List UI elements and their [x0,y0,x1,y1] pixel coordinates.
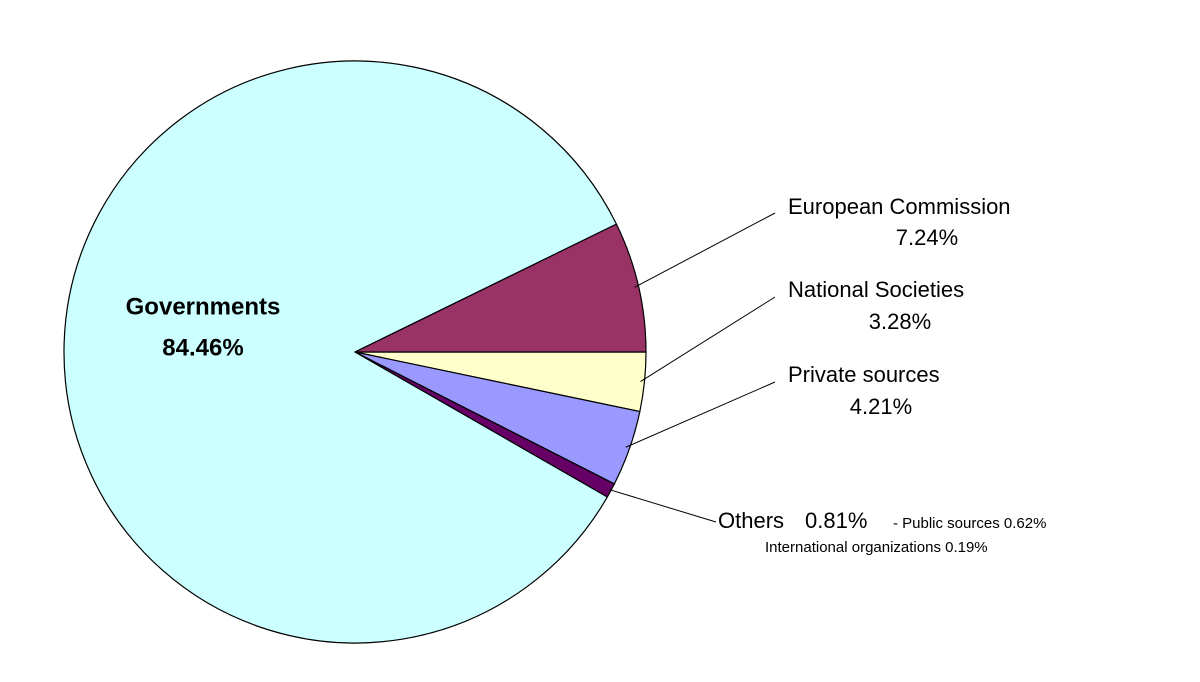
pie-slice [63,60,618,644]
leader-line [609,489,717,523]
slice-label: Governments [126,293,281,320]
value-label: 0.81% [805,508,867,533]
leader-line [634,212,776,288]
value-label: 4.21% [850,394,912,419]
value-label: 3.28% [869,309,931,334]
leader-line [640,296,776,382]
slice-label: Private sources [788,362,940,387]
slice-label: Others [718,508,784,533]
leader-line [625,381,776,448]
value-label: 7.24% [896,225,958,250]
slice-label: European Commission [788,194,1011,219]
pie-slice [354,223,647,353]
slice-label: National Societies [788,277,964,302]
annotation: - Public sources 0.62% [893,515,1046,532]
value-label: 84.46% [162,334,243,361]
annotation: International organizations 0.19% [765,539,988,556]
